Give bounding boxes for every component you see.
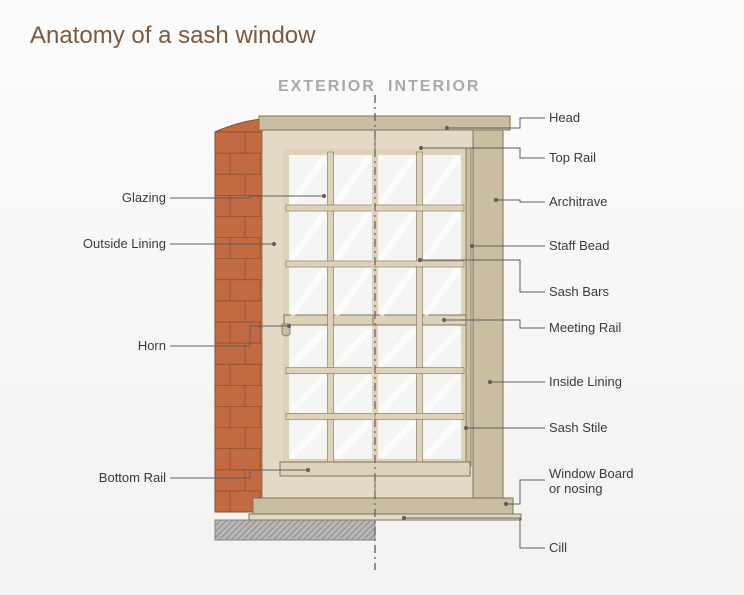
label-meeting_rail: Meeting Rail bbox=[549, 320, 621, 335]
label-architrave: Architrave bbox=[549, 194, 608, 209]
label-sash_stile: Sash Stile bbox=[549, 420, 608, 435]
label-window_board: Window Boardor nosing bbox=[549, 466, 634, 496]
label-top_rail: Top Rail bbox=[549, 150, 596, 165]
anatomy-diagram bbox=[0, 0, 744, 595]
label-bottom_rail: Bottom Rail bbox=[99, 470, 166, 485]
label-cill: Cill bbox=[549, 540, 567, 555]
label-glazing: Glazing bbox=[122, 190, 166, 205]
label-staff_bead: Staff Bead bbox=[549, 238, 609, 253]
label-outside_lining: Outside Lining bbox=[83, 236, 166, 251]
label-sash_bars: Sash Bars bbox=[549, 284, 609, 299]
label-horn: Horn bbox=[138, 338, 166, 353]
label-inside_lining: Inside Lining bbox=[549, 374, 622, 389]
label-head: Head bbox=[549, 110, 580, 125]
